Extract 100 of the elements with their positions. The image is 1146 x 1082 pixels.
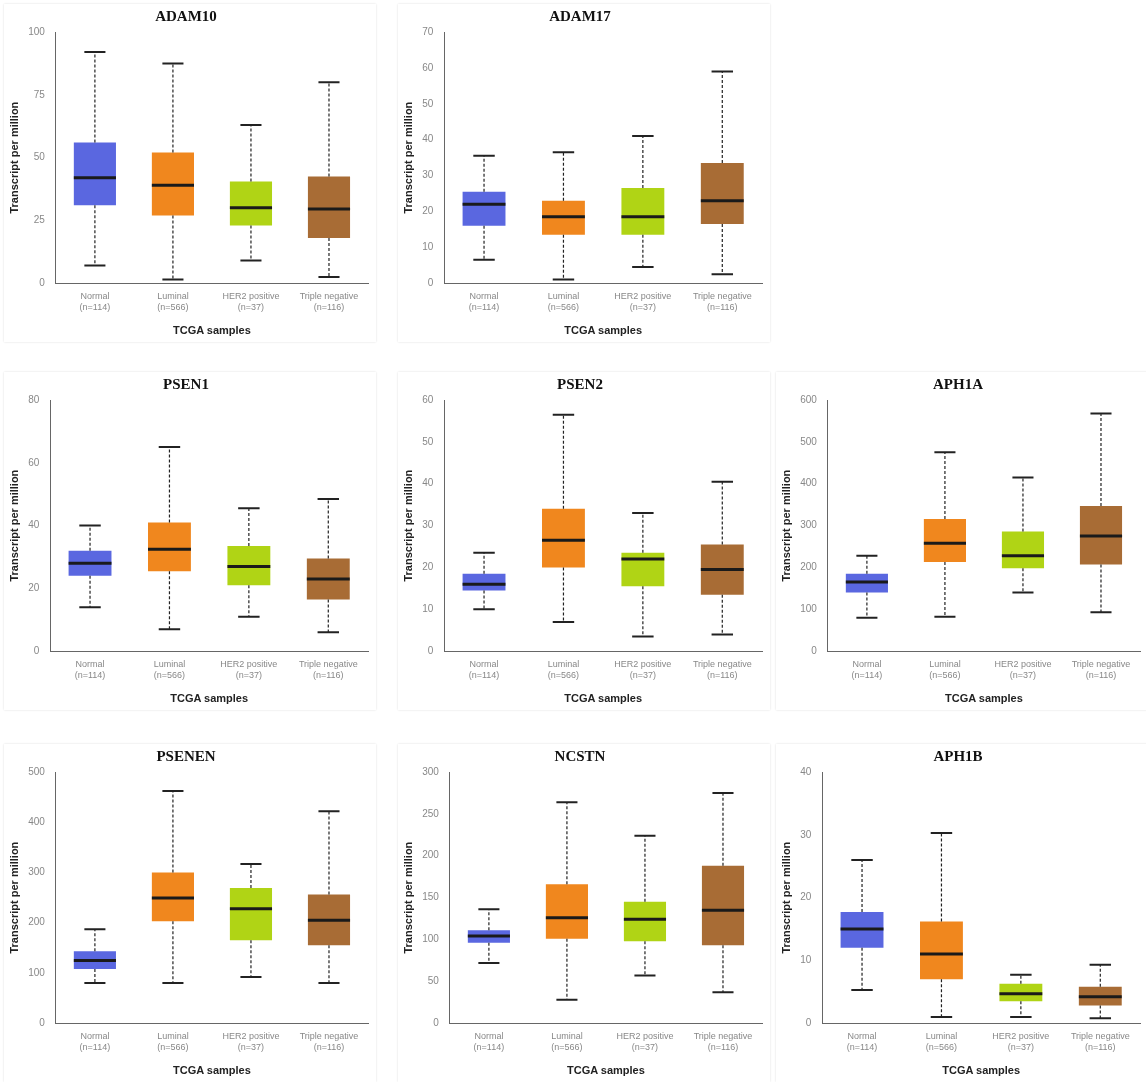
y-tick-label: 300	[422, 765, 440, 777]
x-tick-label: HER2 positive (n=37)	[994, 659, 1052, 680]
y-tick-label: 75	[33, 88, 46, 100]
x-tick-label: HER2 positive (n=37)	[222, 291, 280, 312]
x-axis-title: TCGA samples	[567, 1064, 645, 1077]
y-axis-title: Transcript per million	[779, 469, 792, 582]
x-tick-label: Normal (n=114)	[851, 659, 883, 680]
y-tick-label: 200	[422, 849, 440, 861]
y-tick-label: 100	[422, 933, 440, 945]
x-tick-label: Normal (n=114)	[468, 291, 500, 312]
y-tick-label: 0	[427, 644, 434, 656]
x-axis-title: TCGA samples	[942, 1064, 1021, 1077]
y-tick-label: 200	[28, 916, 46, 928]
y-tick-label: 60	[422, 61, 434, 73]
x-tick-label: Luminal (n=566)	[547, 659, 580, 680]
x-axis-title: TCGA samples	[170, 692, 249, 705]
x-axis-title: TCGA samples	[945, 692, 1023, 705]
y-tick-label: 50	[422, 435, 434, 447]
x-tick-label: Triple negative (n=116)	[298, 659, 358, 680]
y-tick-label: 50	[427, 975, 440, 987]
chart-title: PSEN2	[557, 375, 603, 392]
x-tick-label: Luminal (n=566)	[551, 1031, 583, 1052]
x-tick-label: Luminal (n=566)	[157, 291, 189, 312]
x-tick-label: HER2 positive (n=37)	[614, 659, 672, 680]
y-tick-label: 0	[39, 1016, 46, 1028]
y-tick-label: 20	[422, 561, 434, 573]
y-tick-label: 40	[422, 133, 434, 145]
x-tick-label: Normal (n=114)	[468, 659, 500, 680]
y-axis-title: Transcript per million	[7, 101, 20, 214]
y-axis-title: Transcript per million	[779, 841, 792, 954]
y-tick-label: 500	[800, 435, 818, 447]
x-tick-label: HER2 positive (n=37)	[222, 1031, 280, 1052]
y-tick-label: 10	[422, 241, 434, 253]
y-tick-label: 60	[422, 393, 434, 405]
y-tick-label: 30	[800, 828, 812, 840]
x-tick-label: Triple negative (n=116)	[693, 1031, 753, 1052]
y-tick-label: 40	[422, 477, 434, 489]
y-tick-label: 150	[422, 891, 440, 903]
x-tick-label: Luminal (n=566)	[547, 291, 580, 312]
y-tick-label: 100	[800, 603, 818, 615]
x-tick-label: Triple negative (n=116)	[692, 291, 752, 312]
y-tick-label: 70	[422, 25, 434, 37]
y-tick-label: 0	[33, 644, 40, 656]
x-tick-label: HER2 positive (n=37)	[992, 1031, 1050, 1052]
x-tick-label: Triple negative (n=116)	[1071, 659, 1131, 680]
x-tick-label: HER2 positive (n=37)	[616, 1031, 674, 1052]
x-tick-label: Normal (n=114)	[79, 291, 111, 312]
x-tick-label: Normal (n=114)	[846, 1031, 878, 1052]
x-axis-title: TCGA samples	[173, 1064, 251, 1077]
x-tick-label: HER2 positive (n=37)	[220, 659, 278, 680]
x-tick-label: Triple negative (n=116)	[1070, 1031, 1130, 1052]
x-tick-label: Luminal (n=566)	[925, 1031, 958, 1052]
chart-title: ADAM17	[549, 7, 612, 24]
y-tick-label: 50	[422, 97, 434, 109]
y-tick-label: 100	[28, 25, 46, 37]
y-tick-label: 0	[39, 276, 46, 288]
x-tick-label: Luminal (n=566)	[929, 659, 961, 680]
y-axis-title: Transcript per million	[401, 469, 414, 582]
y-axis-title: Transcript per million	[7, 469, 20, 582]
x-tick-label: Normal (n=114)	[74, 659, 106, 680]
y-tick-label: 0	[805, 1016, 812, 1028]
y-tick-label: 0	[433, 1016, 440, 1028]
y-tick-label: 0	[427, 276, 434, 288]
y-tick-label: 10	[800, 954, 812, 966]
y-tick-label: 500	[28, 765, 46, 777]
x-axis-title: TCGA samples	[564, 692, 643, 705]
x-tick-label: Triple negative (n=116)	[692, 659, 752, 680]
y-tick-label: 10	[422, 603, 434, 615]
y-tick-label: 30	[422, 169, 434, 181]
y-tick-label: 200	[800, 561, 818, 573]
y-tick-label: 600	[800, 393, 818, 405]
chart-title: APH1A	[933, 375, 984, 392]
y-tick-label: 80	[28, 393, 40, 405]
y-axis-title: Transcript per million	[7, 841, 20, 954]
y-tick-label: 20	[422, 205, 434, 217]
y-tick-label: 20	[800, 891, 812, 903]
y-axis-title: Transcript per million	[401, 841, 414, 954]
y-tick-label: 60	[28, 456, 40, 468]
chart-title: NCSTN	[554, 747, 606, 764]
y-tick-label: 20	[28, 582, 40, 594]
y-axis-title: Transcript per million	[401, 101, 414, 214]
y-tick-label: 250	[422, 807, 440, 819]
chart-title: APH1B	[933, 747, 983, 764]
chart-title: PSEN1	[163, 375, 209, 392]
x-axis-title: TCGA samples	[564, 324, 643, 337]
x-tick-label: HER2 positive (n=37)	[614, 291, 672, 312]
x-axis-title: TCGA samples	[173, 324, 251, 337]
y-tick-label: 300	[800, 519, 818, 531]
x-tick-label: Triple negative (n=116)	[299, 291, 359, 312]
y-tick-label: 100	[28, 966, 46, 978]
y-tick-label: 400	[800, 477, 818, 489]
x-tick-label: Normal (n=114)	[473, 1031, 505, 1052]
chart-title: ADAM10	[155, 7, 217, 24]
y-tick-label: 400	[28, 815, 46, 827]
y-tick-label: 50	[33, 151, 46, 163]
x-tick-label: Luminal (n=566)	[157, 1031, 189, 1052]
y-tick-label: 40	[28, 519, 40, 531]
y-tick-label: 40	[800, 765, 812, 777]
y-tick-label: 30	[422, 519, 434, 531]
y-tick-label: 25	[33, 214, 46, 226]
